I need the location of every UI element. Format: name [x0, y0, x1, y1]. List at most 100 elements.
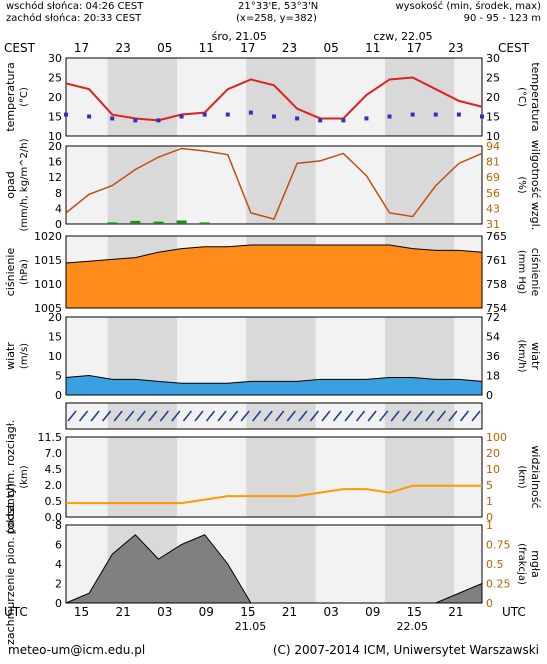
- right-tick-1-2: 56: [486, 187, 500, 200]
- wind-arrow-17: [263, 410, 273, 422]
- bottom-hour-0: 15: [74, 605, 89, 619]
- bottom-hour-5: 21: [282, 605, 297, 619]
- wind-arrow-6: [136, 410, 146, 422]
- left-tick-1-0: 0: [55, 218, 62, 231]
- right-tick-2-3: 765: [486, 230, 507, 243]
- footer-copyright: (C) 2007-2014 ICM, Uniwersytet Warszawsk…: [272, 643, 539, 657]
- right-tick-0-1: 15: [486, 111, 500, 124]
- sunrise-text: wschód słońca: 04:26 CEST: [6, 1, 144, 12]
- bottom-hour-8: 15: [407, 605, 422, 619]
- ylabel-right-3: wiatr: [529, 342, 542, 370]
- wind-area: [65, 374, 483, 396]
- bottom-day-1: 22.05: [396, 620, 428, 633]
- top-hour-3: 11: [199, 41, 214, 55]
- left-tick-3-1: 5: [55, 370, 62, 383]
- precip-bar-2: [107, 222, 118, 224]
- left-tick-1-3: 12: [48, 171, 62, 184]
- coords-text: 21°33'E, 53°3'N: [238, 1, 319, 12]
- right-tick-1-4: 81: [486, 156, 500, 169]
- wind-arrow-20: [298, 410, 308, 422]
- left-tick-1-5: 20: [48, 140, 62, 153]
- footer-email[interactable]: meteo-um@icm.edu.pl: [8, 643, 146, 657]
- top-hour-2: 05: [157, 41, 172, 55]
- ylabel-right-1: wilgotność wzgl.: [529, 140, 542, 230]
- bottom-hour-7: 09: [365, 605, 380, 619]
- left-tick-5-1: 2: [55, 578, 62, 591]
- wind-arrow-34: [459, 410, 470, 422]
- night-band-0-1: [246, 58, 316, 136]
- right-tick-2-0: 754: [486, 302, 507, 315]
- night-band-1-0: [107, 146, 177, 224]
- right-tick-5-0: 0: [486, 597, 493, 610]
- top-hour-5: 23: [282, 41, 297, 55]
- pressure-area: [65, 244, 483, 309]
- precip-bar-5: [176, 220, 187, 224]
- wind-arrow-15: [240, 410, 250, 422]
- right-tick-1-1: 43: [486, 202, 500, 215]
- left-tick-2-0: 1005: [34, 302, 62, 315]
- wind-arrow-26: [367, 410, 377, 422]
- dewpoint-point-6: [202, 112, 207, 117]
- grid-text: (x=258, y=382): [236, 13, 317, 24]
- dewpoint-point-1: [87, 114, 92, 119]
- wind-arrow-7: [148, 410, 158, 422]
- wind-arrow-16: [252, 410, 262, 422]
- night-band-1-2: [384, 146, 455, 224]
- ylabel-left-5: zachmurzenie pion. (oktanty): [4, 483, 17, 645]
- bottom-hour-4: 15: [240, 605, 255, 619]
- dewpoint-point-18: [480, 114, 484, 119]
- dewpoint-point-4: [156, 118, 161, 123]
- night-band-6-1: [246, 525, 316, 603]
- top-day-0: śro, 21.05: [212, 30, 267, 43]
- wind-arrow-8: [159, 410, 169, 422]
- wind-arrow-30: [413, 410, 423, 422]
- dewpoint-point-12: [341, 118, 346, 123]
- ylabel-left-0: temperatura: [4, 62, 17, 131]
- ylabel-right-0: temperatura: [529, 62, 542, 131]
- right-tick-3-3: 54: [486, 331, 500, 344]
- left-tick-0-3: 25: [48, 72, 62, 85]
- left-tick-1-1: 4: [55, 202, 62, 215]
- right-tick-0-0: 10: [486, 130, 500, 143]
- wind-arrow-31: [425, 410, 435, 422]
- left-tick-3-0: 0: [55, 389, 62, 402]
- right-tick-5-1: 0.25: [486, 578, 511, 591]
- utc-label-left: UTC: [4, 605, 28, 619]
- left-tick-2-1: 1010: [34, 278, 62, 291]
- ylabel-right-2: ciśnienie: [529, 248, 542, 297]
- unit-left-3: (m/s): [19, 343, 30, 369]
- bottom-hour-9: 21: [448, 605, 463, 619]
- right-tick-4-2: 5: [486, 479, 493, 492]
- right-tick-3-1: 18: [486, 370, 500, 383]
- night-band-4-1: [246, 403, 316, 429]
- top-hour-6: 05: [323, 41, 338, 55]
- top-hour-4: 17: [240, 41, 255, 55]
- unit-left-4: (km): [19, 465, 30, 488]
- cloud-area: [65, 534, 483, 604]
- utc-label-right: UTC: [502, 605, 526, 619]
- top-hour-8: 17: [407, 41, 422, 55]
- wind-arrow-23: [332, 410, 343, 422]
- unit-left-1: (mm/h, kg/m^2/h): [19, 138, 30, 231]
- height-label: wysokość (min, środek, max): [395, 1, 541, 12]
- left-tick-3-3: 15: [48, 331, 62, 344]
- unit-right-2: (mm Hg): [516, 250, 527, 294]
- wind-arrow-24: [344, 410, 354, 422]
- right-tick-5-4: 1: [486, 519, 493, 532]
- humidity-line: [65, 147, 483, 220]
- left-tick-0-1: 15: [48, 111, 62, 124]
- ylabel-left-2: ciśnienie: [4, 248, 17, 297]
- dewpoint-point-3: [133, 118, 138, 123]
- ylabel-left-4: podst. chm. rozciągł.: [4, 420, 17, 535]
- right-tick-1-0: 31: [486, 218, 500, 231]
- wind-arrow-1: [78, 410, 89, 422]
- right-tick-4-1: 1: [486, 495, 493, 508]
- wind-arrow-32: [436, 410, 446, 422]
- left-tick-3-2: 10: [48, 350, 62, 363]
- bottom-hour-3: 09: [199, 605, 214, 619]
- wind-arrow-29: [402, 410, 412, 422]
- right-tick-4-0: 0: [486, 511, 493, 524]
- ylabel-left-1: opad: [4, 171, 17, 198]
- unit-left-2: (hPa): [19, 259, 30, 285]
